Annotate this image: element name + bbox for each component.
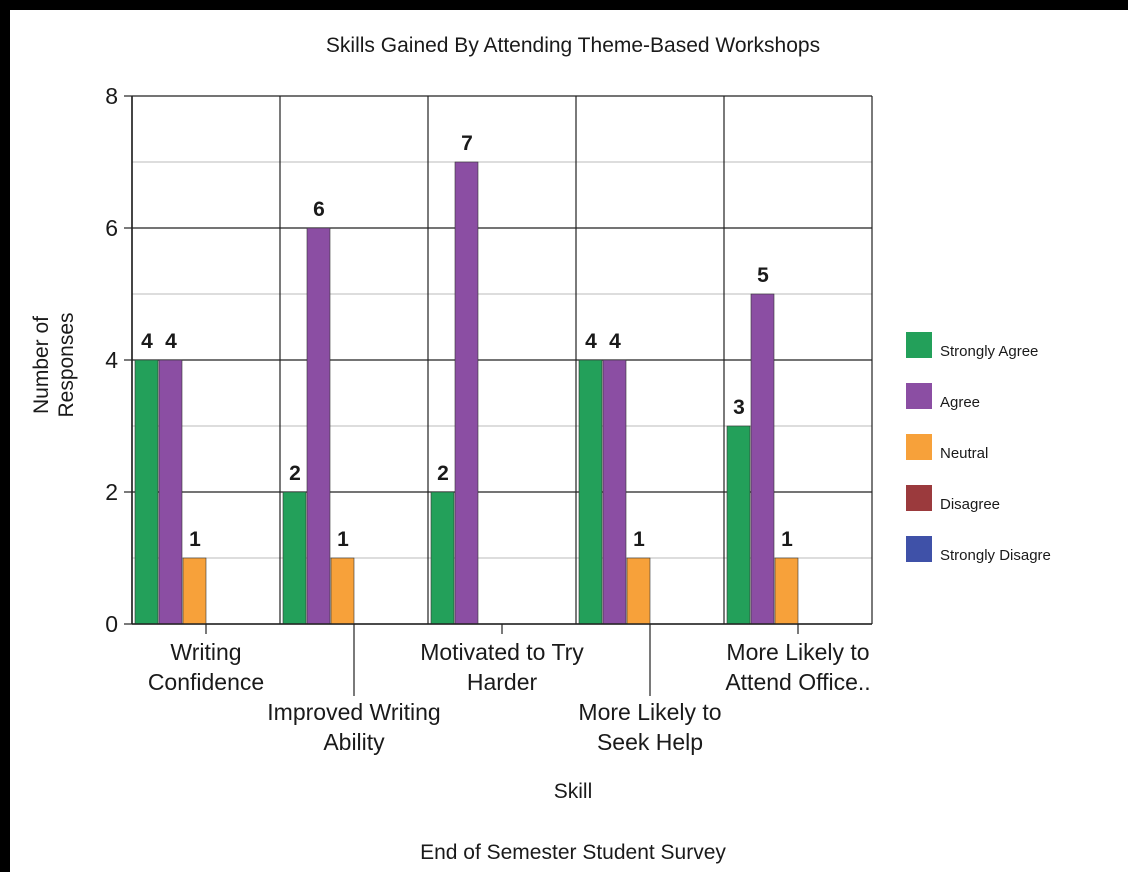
bar-chart: Skills Gained By Attending Theme-Based W… bbox=[30, 34, 1051, 864]
x-tick-label: Improved Writing bbox=[267, 699, 440, 725]
data-label: 5 bbox=[757, 264, 769, 287]
x-axis-label: Skill bbox=[554, 780, 593, 803]
legend-swatch bbox=[906, 332, 932, 358]
legend: Strongly Agree Agree Neutral Disagree Strong… bbox=[906, 332, 1051, 564]
chart-title: Skills Gained By Attending Theme-Based W… bbox=[326, 34, 820, 57]
bar bbox=[430, 491, 455, 625]
legend-label: Disagree bbox=[940, 496, 1000, 513]
data-label: 6 bbox=[313, 198, 325, 221]
x-tick-label: Motivated to Try bbox=[420, 639, 584, 665]
legend-swatch bbox=[906, 485, 932, 511]
y-tick-label: 8 bbox=[105, 83, 118, 109]
bar bbox=[158, 359, 183, 625]
x-tick-label: Ability bbox=[323, 729, 385, 755]
x-tick-label: More Likely to bbox=[578, 699, 721, 725]
data-label: 4 bbox=[141, 330, 153, 353]
chart-frame: Skills Gained By Attending Theme-Based W… bbox=[10, 10, 1128, 872]
legend-swatch bbox=[906, 434, 932, 460]
data-label: 4 bbox=[165, 330, 177, 353]
bar bbox=[182, 557, 207, 625]
y-tick-label: 6 bbox=[105, 215, 118, 241]
legend-label: Agree bbox=[940, 394, 980, 411]
data-label: 4 bbox=[585, 330, 597, 353]
chart-subtitle: End of Semester Student Survey bbox=[420, 841, 726, 864]
legend-label: Neutral bbox=[940, 445, 988, 462]
y-tick-label: 0 bbox=[105, 611, 118, 637]
x-tick-label: Attend Office.. bbox=[725, 669, 870, 695]
data-label: 3 bbox=[733, 396, 745, 419]
y-axis-label-line: Number of bbox=[30, 316, 53, 414]
data-label: 1 bbox=[781, 528, 793, 551]
x-tick-label: More Likely to bbox=[726, 639, 869, 665]
bar bbox=[750, 293, 775, 625]
y-tick-label: 4 bbox=[105, 347, 118, 373]
bar bbox=[330, 557, 355, 625]
bar bbox=[726, 425, 751, 625]
x-tick-label: Confidence bbox=[148, 669, 264, 695]
data-label: 2 bbox=[289, 462, 301, 485]
bar bbox=[306, 227, 331, 625]
data-label: 1 bbox=[337, 528, 349, 551]
x-tick-label: Harder bbox=[467, 669, 538, 695]
bar bbox=[454, 161, 479, 625]
data-label: 1 bbox=[633, 528, 645, 551]
legend-label: Strongly Agree bbox=[940, 343, 1038, 360]
y-tick-label: 2 bbox=[105, 479, 118, 505]
legend-swatch bbox=[906, 536, 932, 562]
y-axis-label: Number of Responses bbox=[30, 312, 78, 417]
data-label: 7 bbox=[461, 132, 473, 155]
bar bbox=[774, 557, 799, 625]
bar bbox=[602, 359, 627, 625]
data-label: 1 bbox=[189, 528, 201, 551]
x-tick-label: Writing bbox=[170, 639, 241, 665]
bar bbox=[134, 359, 159, 625]
y-axis-label-line: Responses bbox=[55, 312, 78, 417]
legend-swatch bbox=[906, 383, 932, 409]
data-label: 2 bbox=[437, 462, 449, 485]
bar bbox=[626, 557, 651, 625]
bar bbox=[578, 359, 603, 625]
x-tick-label: Seek Help bbox=[597, 729, 703, 755]
legend-label: Strongly Disagre bbox=[940, 547, 1051, 564]
data-label: 4 bbox=[609, 330, 621, 353]
bar bbox=[282, 491, 307, 625]
